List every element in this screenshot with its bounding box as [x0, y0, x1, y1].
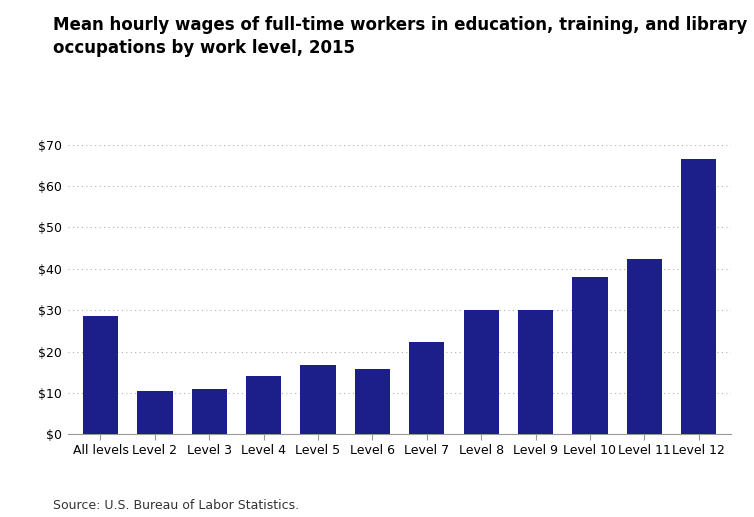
Bar	[627, 260, 662, 434]
Bar	[246, 376, 281, 434]
Bar	[681, 159, 716, 434]
Bar	[354, 369, 390, 434]
Bar	[137, 391, 173, 434]
Text: Mean hourly wages of full-time workers in education, training, and library
occup: Mean hourly wages of full-time workers i…	[53, 16, 747, 57]
Bar	[83, 316, 118, 434]
Bar	[409, 342, 445, 434]
Bar	[464, 310, 499, 434]
Bar	[572, 277, 608, 434]
Text: Source: U.S. Bureau of Labor Statistics.: Source: U.S. Bureau of Labor Statistics.	[53, 499, 299, 512]
Bar	[192, 389, 227, 434]
Bar	[300, 365, 336, 434]
Bar	[518, 310, 553, 434]
